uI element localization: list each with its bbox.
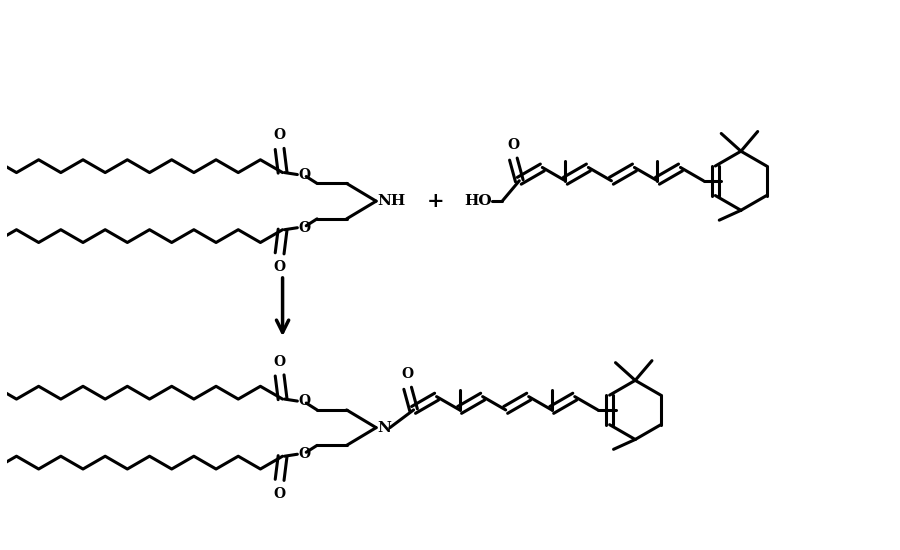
Text: O: O xyxy=(298,447,310,461)
Text: O: O xyxy=(298,394,310,408)
Text: NH: NH xyxy=(377,194,405,208)
Text: O: O xyxy=(401,367,414,381)
Text: O: O xyxy=(274,355,285,368)
Text: O: O xyxy=(298,221,310,235)
Text: HO: HO xyxy=(464,194,492,208)
Text: O: O xyxy=(274,128,285,142)
Text: O: O xyxy=(508,138,519,152)
Text: O: O xyxy=(274,260,285,274)
Text: N: N xyxy=(377,421,391,434)
Text: O: O xyxy=(298,168,310,182)
Text: O: O xyxy=(274,487,285,500)
Text: +: + xyxy=(427,191,444,211)
